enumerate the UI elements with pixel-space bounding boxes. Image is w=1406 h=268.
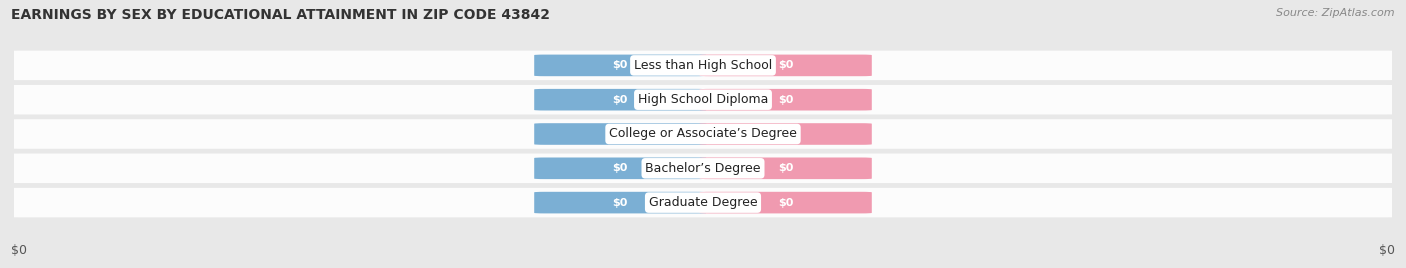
FancyBboxPatch shape xyxy=(534,55,706,76)
FancyBboxPatch shape xyxy=(700,55,872,76)
Text: $0: $0 xyxy=(613,95,628,105)
Text: High School Diploma: High School Diploma xyxy=(638,93,768,106)
Text: $0: $0 xyxy=(1379,244,1395,257)
FancyBboxPatch shape xyxy=(700,123,872,145)
Text: $0: $0 xyxy=(613,129,628,139)
FancyBboxPatch shape xyxy=(534,192,706,213)
FancyBboxPatch shape xyxy=(0,85,1406,114)
FancyBboxPatch shape xyxy=(0,119,1406,149)
FancyBboxPatch shape xyxy=(700,89,872,110)
Text: College or Associate’s Degree: College or Associate’s Degree xyxy=(609,128,797,140)
FancyBboxPatch shape xyxy=(0,154,1406,183)
Text: $0: $0 xyxy=(778,198,793,208)
Text: $0: $0 xyxy=(778,60,793,70)
Text: EARNINGS BY SEX BY EDUCATIONAL ATTAINMENT IN ZIP CODE 43842: EARNINGS BY SEX BY EDUCATIONAL ATTAINMEN… xyxy=(11,8,550,22)
Text: $0: $0 xyxy=(613,60,628,70)
Text: Less than High School: Less than High School xyxy=(634,59,772,72)
Text: $0: $0 xyxy=(613,198,628,208)
FancyBboxPatch shape xyxy=(0,51,1406,80)
Text: $0: $0 xyxy=(778,129,793,139)
FancyBboxPatch shape xyxy=(534,89,706,110)
Text: $0: $0 xyxy=(778,95,793,105)
Text: $0: $0 xyxy=(778,163,793,173)
Text: Bachelor’s Degree: Bachelor’s Degree xyxy=(645,162,761,175)
FancyBboxPatch shape xyxy=(0,188,1406,217)
FancyBboxPatch shape xyxy=(534,158,706,179)
FancyBboxPatch shape xyxy=(700,192,872,213)
Text: $0: $0 xyxy=(11,244,27,257)
Text: Graduate Degree: Graduate Degree xyxy=(648,196,758,209)
Text: $0: $0 xyxy=(613,163,628,173)
FancyBboxPatch shape xyxy=(534,123,706,145)
Text: Source: ZipAtlas.com: Source: ZipAtlas.com xyxy=(1277,8,1395,18)
FancyBboxPatch shape xyxy=(700,158,872,179)
